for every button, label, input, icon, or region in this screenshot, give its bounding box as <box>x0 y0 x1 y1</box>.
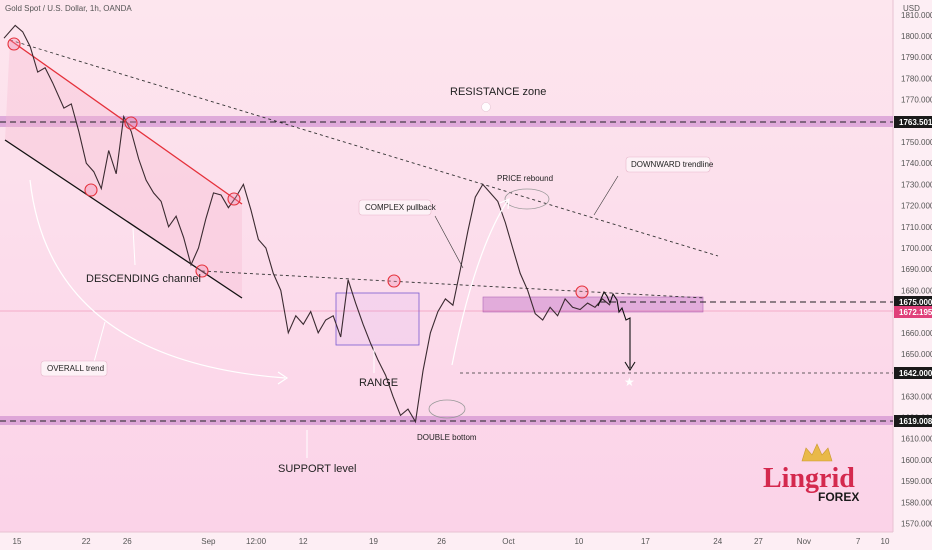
time-axis-tick-label: 15 <box>13 537 22 546</box>
price-axis-tick-label: 1630.000 <box>901 392 932 401</box>
support-zone-band <box>0 416 893 425</box>
range-label: RANGE <box>359 377 398 389</box>
price-axis-tick-label: 1590.000 <box>901 477 932 486</box>
overall-trend-callout <box>40 360 108 377</box>
price-axis-tick-label: 1660.000 <box>901 329 932 338</box>
price-axis-tick-label: 1770.000 <box>901 96 932 105</box>
resistance-marker-icon <box>481 102 491 112</box>
overall-trend-arrowhead <box>277 371 289 385</box>
price-axis-panel <box>893 0 932 532</box>
price-axis-tick-label: 1810.000 <box>901 11 932 20</box>
target-star-icon: ★ <box>624 375 635 389</box>
touch-points <box>7 37 589 299</box>
price-tag-text: 1763.501 <box>899 118 932 127</box>
price-axis-tick-label: 1710.000 <box>901 223 932 232</box>
brand-logo: Lingrid FOREX <box>763 443 859 504</box>
currency-label: USD <box>903 4 920 13</box>
touch-point <box>227 192 241 206</box>
double-bottom-ellipse <box>428 399 466 419</box>
rebound-arc <box>451 199 509 366</box>
price-tag-text: 1672.195 <box>899 308 932 317</box>
price-axis-tick-label: 1600.000 <box>901 456 932 465</box>
forecast-arrowhead <box>624 361 636 372</box>
touch-point <box>195 264 209 278</box>
time-axis-tick-label: 7 <box>856 537 861 546</box>
time-axis-tick-label: 26 <box>123 537 132 546</box>
price-axis-tick-label: 1580.000 <box>901 498 932 507</box>
double-bottom-label: DOUBLE bottom <box>417 433 477 442</box>
touch-point <box>84 183 98 197</box>
price-axis-tick-label: 1790.000 <box>901 53 932 62</box>
pullback-zone-band <box>482 296 704 313</box>
price-axis-tick-label: 1680.000 <box>901 286 932 295</box>
time-axis-tick-label: Sep <box>201 537 216 546</box>
channel-lower-line <box>4 139 243 299</box>
touch-point <box>7 37 21 51</box>
price-axis-tick-label: 1730.000 <box>901 180 932 189</box>
time-axis-tick-label: 24 <box>713 537 722 546</box>
price-tag-text: 1675.000 <box>899 298 932 307</box>
time-axis-tick-label: Oct <box>502 537 515 546</box>
time-axis-tick-label: 27 <box>754 537 763 546</box>
price-tag: 1672.195 <box>894 306 932 318</box>
overall-trend-label: OVERALL trend <box>47 364 104 373</box>
downward-trendline-label: DOWNWARD trendline <box>631 160 714 169</box>
time-axis-tick-label: 26 <box>437 537 446 546</box>
price-tag: 1675.000 <box>894 296 932 308</box>
descending-pointer <box>132 227 136 266</box>
crown-icon <box>801 443 833 462</box>
price-tag-text: 1619.008 <box>899 417 932 426</box>
price-tag: 1642.000 <box>894 367 932 379</box>
price-axis-tick-label: 1740.000 <box>901 159 932 168</box>
time-axis-tick-label: 19 <box>369 537 378 546</box>
brand-sub: FOREX <box>818 490 859 504</box>
price-axis-tick-label: 1610.000 <box>901 435 932 444</box>
time-axis-panel <box>0 532 932 550</box>
price-rebound-label: PRICE rebound <box>497 174 553 183</box>
descending-channel-label: DESCENDING channel <box>86 273 201 285</box>
brand-name: Lingrid <box>763 463 855 494</box>
time-axis-tick-label: 22 <box>82 537 91 546</box>
symbol-title: Gold Spot / U.S. Dollar, 1h, OANDA <box>5 4 132 13</box>
price-axis-tick-label: 1720.000 <box>901 202 932 211</box>
pullback-pointer <box>434 215 464 269</box>
time-axis-tick-label: 12 <box>299 537 308 546</box>
price-axis-tick-label: 1800.000 <box>901 32 932 41</box>
trendline-pointer <box>593 175 619 216</box>
rebound-arrowhead <box>499 198 510 210</box>
price-tag: 1619.008 <box>894 415 932 427</box>
price-axis-tick-label: 1690.000 <box>901 265 932 274</box>
complex-pullback-callout <box>358 199 432 216</box>
price-rebound-ellipse <box>504 188 550 210</box>
touch-point <box>124 116 138 130</box>
resistance-zone-label: RESISTANCE zone <box>450 86 546 98</box>
price-axis-tick-label: 1750.000 <box>901 138 932 147</box>
support-level-label: SUPPORT level <box>278 463 356 475</box>
time-axis-tick-label: 10 <box>881 537 890 546</box>
trend-pointer <box>93 321 106 363</box>
price-axis-tick-label: 1700.000 <box>901 244 932 253</box>
time-axis-ticks: 15 22 26 Sep 12:00 12 19 26 Oct 10 17 24 27 Nov 7 10 <box>13 537 890 546</box>
price-axis-tick-label: 1650.000 <box>901 350 932 359</box>
price-tag-text: 1642.000 <box>899 369 932 378</box>
time-axis-tick-label: 10 <box>574 537 583 546</box>
overall-trend-arc <box>29 179 286 379</box>
resistance-zone-band <box>0 116 893 127</box>
time-axis-tick-label: Nov <box>797 537 811 546</box>
touch-point <box>387 274 401 288</box>
complex-pullback-label: COMPLEX pullback <box>365 203 437 212</box>
range-box <box>335 292 420 346</box>
price-axis-tick-label: 1570.000 <box>901 520 932 529</box>
forecast-path <box>597 290 631 368</box>
price-series-line <box>3 24 611 424</box>
time-axis-tick-label: 17 <box>641 537 650 546</box>
downward-trendline-callout <box>625 156 711 173</box>
touch-point <box>575 285 589 299</box>
price-axis-tick-label: 1780.000 <box>901 74 932 83</box>
price-tag: 1763.501 <box>894 116 932 128</box>
time-axis-tick-label: 12:00 <box>246 537 267 546</box>
